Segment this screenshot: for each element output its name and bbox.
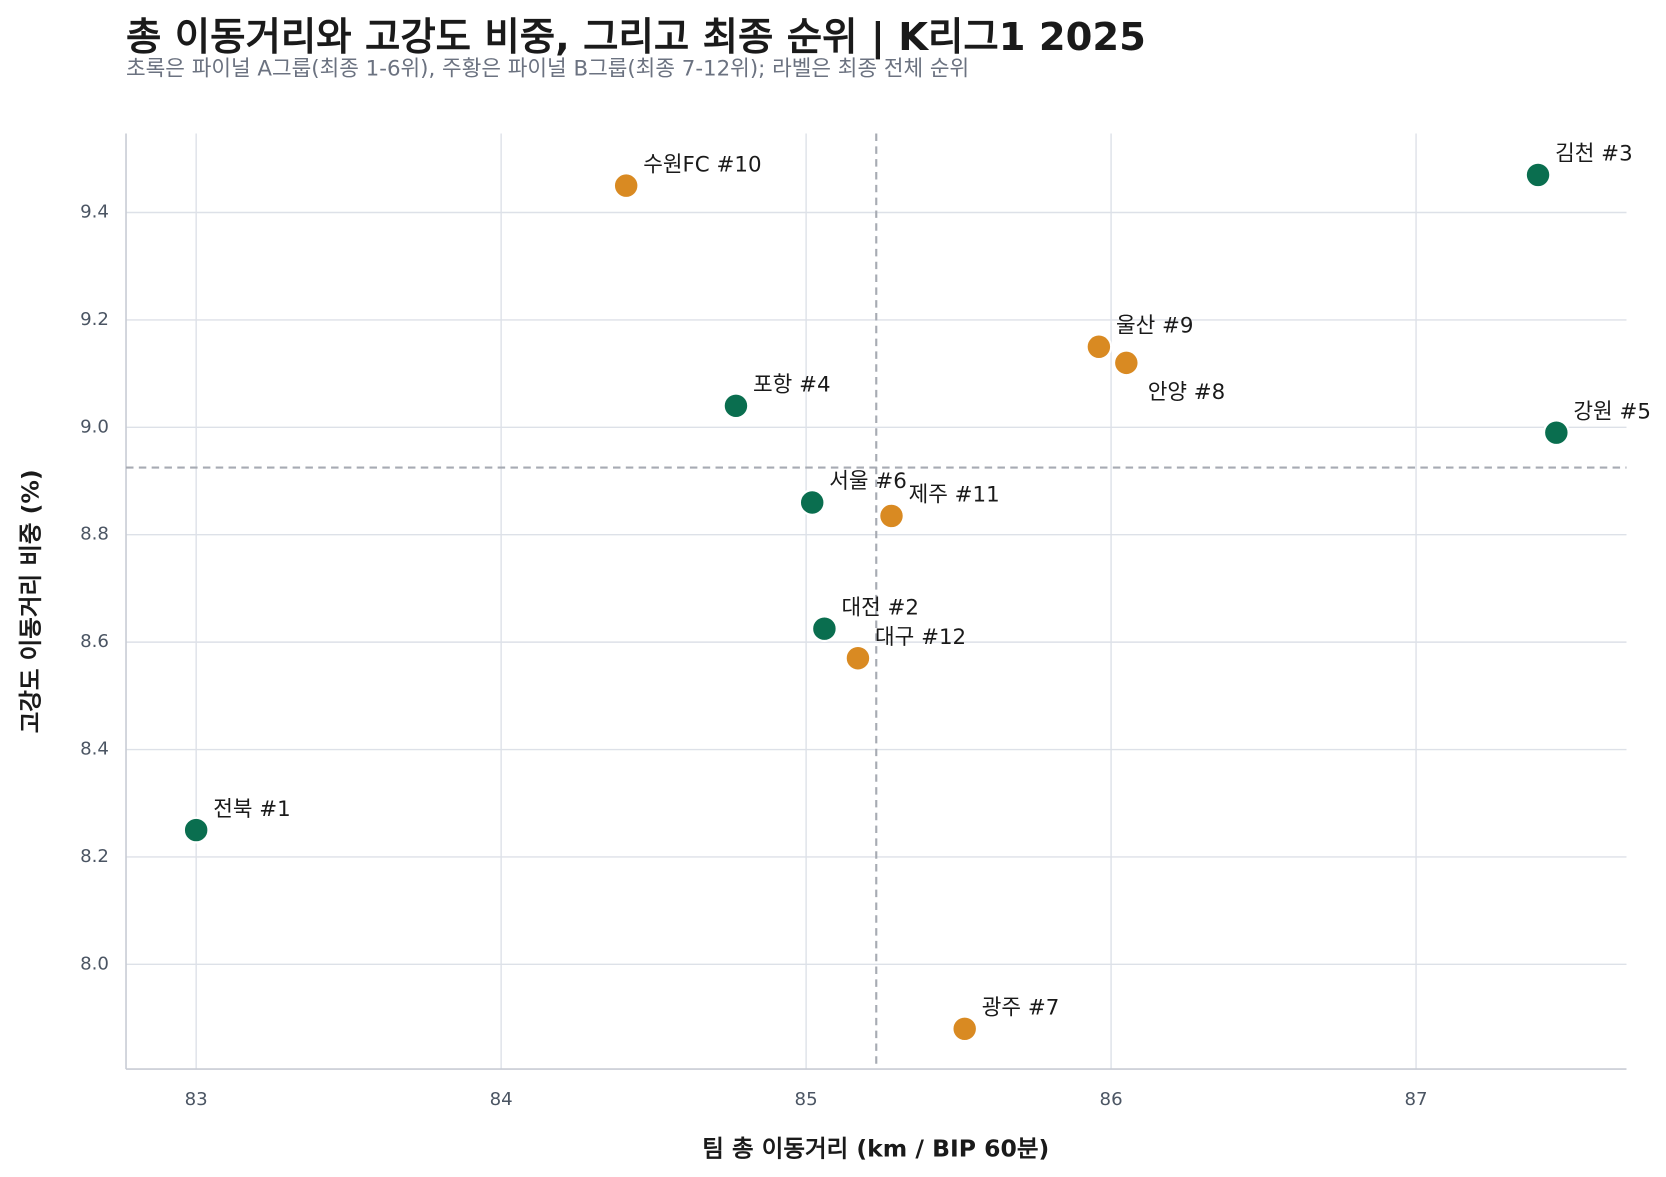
point-label: 대구 #12 — [875, 625, 966, 650]
point-label: 수원FC #10 — [643, 152, 761, 177]
point — [951, 1015, 979, 1043]
x-tick-label: 83 — [185, 1089, 208, 1110]
y-tick-label: 9.4 — [80, 201, 109, 222]
point — [798, 489, 826, 516]
point — [1542, 419, 1570, 447]
point — [182, 816, 210, 844]
point — [722, 392, 750, 420]
point-label: 강원 #5 — [1573, 399, 1651, 424]
point — [811, 615, 838, 643]
point — [878, 502, 905, 530]
y-tick-label: 8.6 — [80, 631, 109, 652]
x-tick-label: 87 — [1405, 1089, 1428, 1110]
chart-subtitle: 초록은 파이널 A그룹(최종 1-6위), 주황은 파이널 B그룹(최종 7-1… — [126, 56, 969, 81]
y-tick-label: 8.4 — [80, 739, 109, 760]
point-label: 포항 #4 — [753, 373, 831, 398]
chart-title: 총 이동거리와 고강도 비중, 그리고 최종 순위 | K리그1 2025 — [126, 15, 1146, 60]
y-tick-label: 8.0 — [80, 953, 109, 974]
point — [844, 644, 872, 672]
point — [612, 172, 640, 199]
y-tick-label: 9.0 — [80, 416, 109, 437]
point — [1085, 333, 1113, 361]
point — [1112, 349, 1140, 377]
point-label: 울산 #9 — [1116, 313, 1194, 338]
x-tick-label: 86 — [1100, 1089, 1123, 1110]
point-label: 제주 #11 — [909, 483, 1000, 508]
point-label: 김천 #3 — [1555, 142, 1633, 167]
point-label: 대전 #2 — [841, 595, 919, 620]
y-tick-label: 8.2 — [80, 846, 109, 867]
y-tick-label: 8.8 — [80, 524, 109, 545]
point — [1524, 161, 1552, 189]
x-tick-label: 84 — [490, 1089, 513, 1110]
y-axis-label: 고강도 이동거리 비중 (%) — [17, 469, 45, 733]
point-label: 안양 #8 — [1148, 380, 1226, 405]
x-tick-label: 85 — [795, 1089, 818, 1110]
point-label: 서울 #6 — [829, 469, 907, 494]
point-label: 광주 #7 — [982, 996, 1060, 1021]
x-axis-label: 팀 총 이동거리 (km / BIP 60분) — [702, 1135, 1049, 1163]
y-tick-label: 9.2 — [80, 309, 109, 330]
point-label: 전북 #1 — [213, 797, 291, 822]
